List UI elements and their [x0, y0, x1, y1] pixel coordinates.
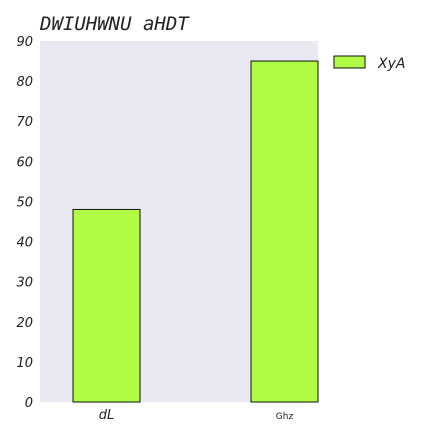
y-tick-label: 60	[16, 155, 33, 170]
y-tick-label: 70	[16, 115, 33, 130]
x-axis: dL Ghz	[99, 408, 294, 423]
y-axis: 0 10 20 30 40 50 60 70 80 90	[16, 35, 33, 411]
y-tick-label: 50	[16, 195, 33, 210]
y-tick-label: 40	[16, 236, 33, 251]
bar-group	[72, 60, 319, 403]
legend-swatch	[333, 55, 366, 69]
legend: XyA	[333, 55, 405, 72]
y-tick-label: 90	[16, 35, 33, 50]
y-tick-label: 20	[16, 316, 33, 331]
y-tick-label: 80	[16, 75, 33, 90]
y-tick-label: 30	[16, 276, 33, 291]
y-tick-label: 0	[25, 396, 33, 411]
legend-label: XyA	[377, 56, 405, 72]
chart-title: DWIUHWNU aHDT	[39, 13, 190, 35]
x-tick-label: Ghz	[276, 412, 294, 422]
bar-Ghz	[250, 60, 319, 403]
y-tick-label: 10	[16, 356, 33, 371]
bar-dL	[72, 208, 141, 403]
x-tick-label: dL	[99, 408, 115, 423]
